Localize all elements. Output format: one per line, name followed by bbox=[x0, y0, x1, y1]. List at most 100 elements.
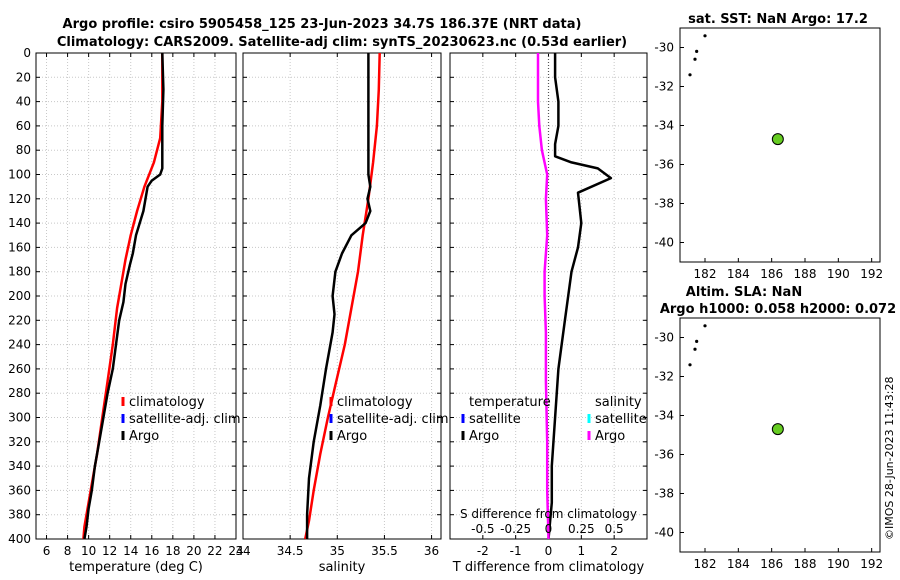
temperature-xtick-label: 6 bbox=[43, 544, 51, 558]
temperature-xtick-label: 10 bbox=[81, 544, 96, 558]
map_sla-panel: 182 184 186 188 190 192 -30 -32 -34 -36 -38 -40 bbox=[654, 317, 883, 571]
map_sla-ytick-label: -34 bbox=[654, 409, 674, 423]
salinity-climatology-line bbox=[303, 52, 381, 540]
map_sst-ytick-label: -30 bbox=[654, 41, 674, 55]
map_sla-ytick-label: -38 bbox=[654, 487, 674, 501]
salinity-xtick-label: 34 bbox=[235, 544, 250, 558]
temperature-xtick-label: 20 bbox=[186, 544, 201, 558]
map_sla-xtick-label: 182 bbox=[694, 557, 717, 571]
temperature-xtick-label: 18 bbox=[165, 544, 180, 558]
difference-top-xlabel: S difference from climatology bbox=[460, 507, 637, 521]
temperature-xtick-label: 22 bbox=[207, 544, 222, 558]
difference-legend-title-salinity: salinity bbox=[595, 395, 642, 410]
map_sla-coast-point bbox=[695, 339, 699, 343]
map_sst-xtick-label: 182 bbox=[694, 267, 717, 281]
temperature-legend-label: climatology bbox=[129, 395, 205, 410]
temperature-xtick-label: 16 bbox=[144, 544, 159, 558]
map-sla-title-line2: Argo h1000: 0.058 h2000: 0.072 bbox=[660, 302, 896, 317]
difference-temperature-legend-label: Argo bbox=[469, 429, 499, 444]
difference-top-xtick-label: -0.5 bbox=[471, 522, 494, 536]
map-sla-title-line1: Altim. SLA: NaN bbox=[686, 285, 802, 300]
map_sla-xtick-label: 188 bbox=[794, 557, 817, 571]
map_sla-coast-point bbox=[693, 347, 697, 351]
temperature-ytick-label: 180 bbox=[8, 265, 31, 279]
difference-legend-title-temperature: temperature bbox=[469, 395, 551, 410]
temperature-xtick-label: 12 bbox=[102, 544, 117, 558]
map_sst-ytick-label: -34 bbox=[654, 119, 674, 133]
salinity-xlabel: salinity bbox=[319, 560, 366, 575]
map_sst-xtick-label: 184 bbox=[727, 267, 750, 281]
temperature-ytick-label: 320 bbox=[8, 435, 31, 449]
difference-panel: -2 -1 0 1 2 T difference from climatology S di… bbox=[449, 52, 648, 575]
difference-xtick-label: 2 bbox=[610, 544, 618, 558]
temperature-ytick-label: 100 bbox=[8, 168, 31, 182]
map_sst-xtick-label: 188 bbox=[794, 267, 817, 281]
map_sla-ytick-label: -36 bbox=[654, 448, 674, 462]
difference-xtick-label: 0 bbox=[545, 544, 553, 558]
difference-xtick-label: -1 bbox=[510, 544, 522, 558]
temperature-xlabel: temperature (deg C) bbox=[69, 560, 203, 575]
temperature-ytick-label: 140 bbox=[8, 216, 31, 230]
difference-temperature-legend-label: satellite bbox=[469, 412, 521, 427]
temperature-ytick-label: 400 bbox=[8, 532, 31, 546]
map_sst-xtick-label: 192 bbox=[860, 267, 883, 281]
figure-title-line1: Argo profile: csiro 5905458_125 23-Jun-2… bbox=[63, 17, 582, 32]
map_sst-argo-marker bbox=[771, 133, 784, 146]
difference-xtick-label: 1 bbox=[578, 544, 586, 558]
salinity-xtick-label: 35 bbox=[330, 544, 345, 558]
temperature-ytick-label: 200 bbox=[8, 289, 31, 303]
difference-salinity-argo-line bbox=[536, 53, 550, 540]
temperature-ytick-label: 80 bbox=[16, 143, 31, 157]
map_sla-xtick-label: 190 bbox=[827, 557, 850, 571]
temperature-ytick-label: 300 bbox=[8, 411, 31, 425]
temperature-xtick-label: 14 bbox=[123, 544, 138, 558]
map_sst-coast-point bbox=[693, 57, 697, 61]
salinity-legend-label: climatology bbox=[337, 395, 413, 410]
salinity-xtick-label: 36 bbox=[424, 544, 439, 558]
map_sst-frame bbox=[679, 27, 881, 263]
temperature-ytick-label: 0 bbox=[23, 46, 31, 60]
temperature-xtick-label: 24 bbox=[228, 544, 243, 558]
difference-top-xtick-label: 0 bbox=[545, 522, 553, 536]
salinity-argo-line bbox=[305, 53, 372, 539]
difference-xtick-label: -2 bbox=[477, 544, 489, 558]
difference-xlabel: T difference from climatology bbox=[452, 560, 645, 575]
temperature-legend-label: satellite-adj. clim bbox=[129, 412, 241, 427]
map_sst-coast-point bbox=[703, 34, 707, 38]
difference-salinity-legend-label: Argo bbox=[595, 429, 625, 444]
map_sla-xtick-label: 186 bbox=[760, 557, 783, 571]
salinity-legend-label: Argo bbox=[337, 429, 367, 444]
difference-temperature-argo-line bbox=[547, 53, 613, 540]
map_sst-ytick-label: -40 bbox=[654, 236, 674, 250]
temperature-ytick-label: 380 bbox=[8, 508, 31, 522]
temperature-panel: 6 8 10 12 14 16 18 20 22 240204060801001201401601… bbox=[8, 46, 244, 575]
temperature-ytick-label: 220 bbox=[8, 313, 31, 327]
difference-salinity-legend-label: satellite bbox=[595, 412, 647, 427]
salinity-legend-label: satellite-adj. clim bbox=[337, 412, 449, 427]
chart-layer: 6 8 10 12 14 16 18 20 22 240204060801001201401601… bbox=[8, 27, 883, 575]
map_sst-coast-point bbox=[688, 73, 692, 77]
imos-watermark: ©IMOS 28-Jun-2023 11:43:28 bbox=[883, 376, 896, 540]
map_sst-ytick-label: -36 bbox=[654, 158, 674, 172]
temperature-ytick-label: 360 bbox=[8, 483, 31, 497]
map_sst-ytick-label: -32 bbox=[654, 80, 674, 94]
temperature-ytick-label: 240 bbox=[8, 338, 31, 352]
difference-top-xtick-label: 0.5 bbox=[605, 522, 624, 536]
map_sla-xtick-label: 192 bbox=[860, 557, 883, 571]
difference-top-xtick-label: 0.25 bbox=[568, 522, 595, 536]
temperature-ytick-label: 120 bbox=[8, 192, 31, 206]
map_sst-ytick-label: -38 bbox=[654, 197, 674, 211]
map_sla-coast-point bbox=[703, 324, 707, 328]
temperature-ytick-label: 20 bbox=[16, 70, 31, 84]
map_sla-xtick-label: 184 bbox=[727, 557, 750, 571]
temperature-ytick-label: 160 bbox=[8, 240, 31, 254]
map_sst-panel: 182 184 186 188 190 192 -30 -32 -34 -36 -38 -40 bbox=[654, 27, 883, 281]
map_sla-argo-marker bbox=[771, 423, 784, 436]
salinity-panel: 34 34.5 35 35.5 36 salinity climatology satelli… bbox=[235, 52, 449, 575]
map_sla-frame bbox=[679, 317, 881, 553]
map_sst-coast-point bbox=[695, 49, 699, 54]
salinity-xtick-label: 34.5 bbox=[277, 544, 304, 558]
figure-title-line2: Climatology: CARS2009. Satellite-adj cli… bbox=[57, 35, 627, 50]
temperature-ytick-label: 40 bbox=[16, 95, 31, 109]
